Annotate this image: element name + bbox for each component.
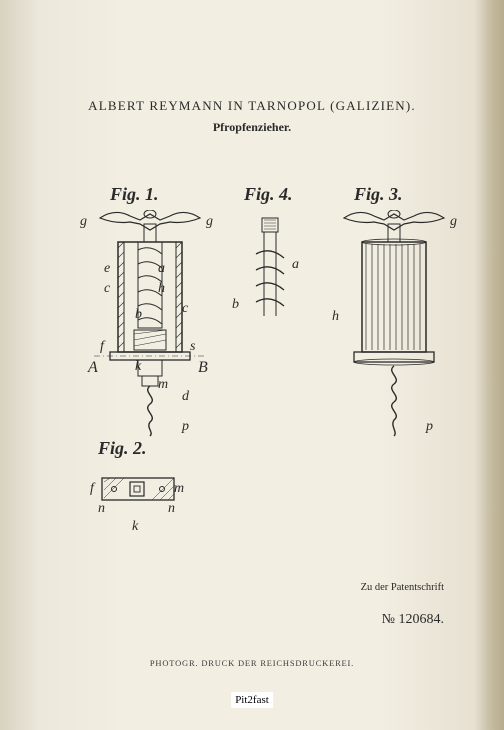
fig1-B: B bbox=[198, 360, 208, 376]
fig1-m: m bbox=[158, 378, 168, 392]
patent-footnote: Zu der Patentschrift bbox=[361, 582, 444, 593]
fig3-drawing bbox=[334, 210, 454, 440]
fig1-a: a bbox=[158, 262, 165, 276]
fig2-n-left: n bbox=[98, 502, 105, 516]
patent-number: № 120684. bbox=[382, 612, 444, 628]
fig1-p: p bbox=[182, 420, 189, 434]
fig1-c-right: c bbox=[182, 302, 188, 316]
fig2-k: k bbox=[132, 520, 138, 534]
fig2-label: Fig. 2. bbox=[98, 438, 147, 459]
fig4-b: b bbox=[232, 298, 239, 312]
fig1-b: b bbox=[135, 308, 142, 322]
fig4-a: a bbox=[292, 258, 299, 272]
fig1-f-left: f bbox=[100, 340, 104, 354]
fig1-c-left: c bbox=[104, 282, 110, 296]
invention-title: Pfropfenzieher. bbox=[0, 120, 504, 135]
fig3-p: p bbox=[426, 420, 433, 434]
fig1-g-right: g bbox=[206, 215, 213, 229]
author-line: ALBERT REYMANN IN TARNOPOL (GALIZIEN). bbox=[0, 98, 504, 114]
fig1-s: s bbox=[190, 340, 195, 354]
fig4-label: Fig. 4. bbox=[244, 184, 293, 205]
fig1-A: A bbox=[88, 360, 98, 376]
watermark: Pit2fast bbox=[231, 692, 273, 708]
fig1-label: Fig. 1. bbox=[110, 184, 159, 205]
fig2-n-right: n bbox=[168, 502, 175, 516]
fig1-drawing bbox=[90, 210, 210, 440]
fig4-drawing bbox=[240, 216, 300, 346]
fig1-h: h bbox=[158, 282, 165, 296]
fig3-g: g bbox=[450, 215, 457, 229]
patent-page: ALBERT REYMANN IN TARNOPOL (GALIZIEN). P… bbox=[0, 0, 504, 730]
fig1-e: e bbox=[104, 262, 110, 276]
fig1-g-left: g bbox=[80, 215, 87, 229]
fig2-m: m bbox=[174, 482, 184, 496]
fig1-d: d bbox=[182, 390, 189, 404]
fig2-f: f bbox=[90, 482, 94, 496]
fig1-k: k bbox=[135, 360, 141, 374]
fig3-h: h bbox=[332, 310, 339, 324]
fig3-label: Fig. 3. bbox=[354, 184, 403, 205]
printer-line: PHOTOGR. DRUCK DER REICHSDRUCKEREI. bbox=[0, 658, 504, 668]
